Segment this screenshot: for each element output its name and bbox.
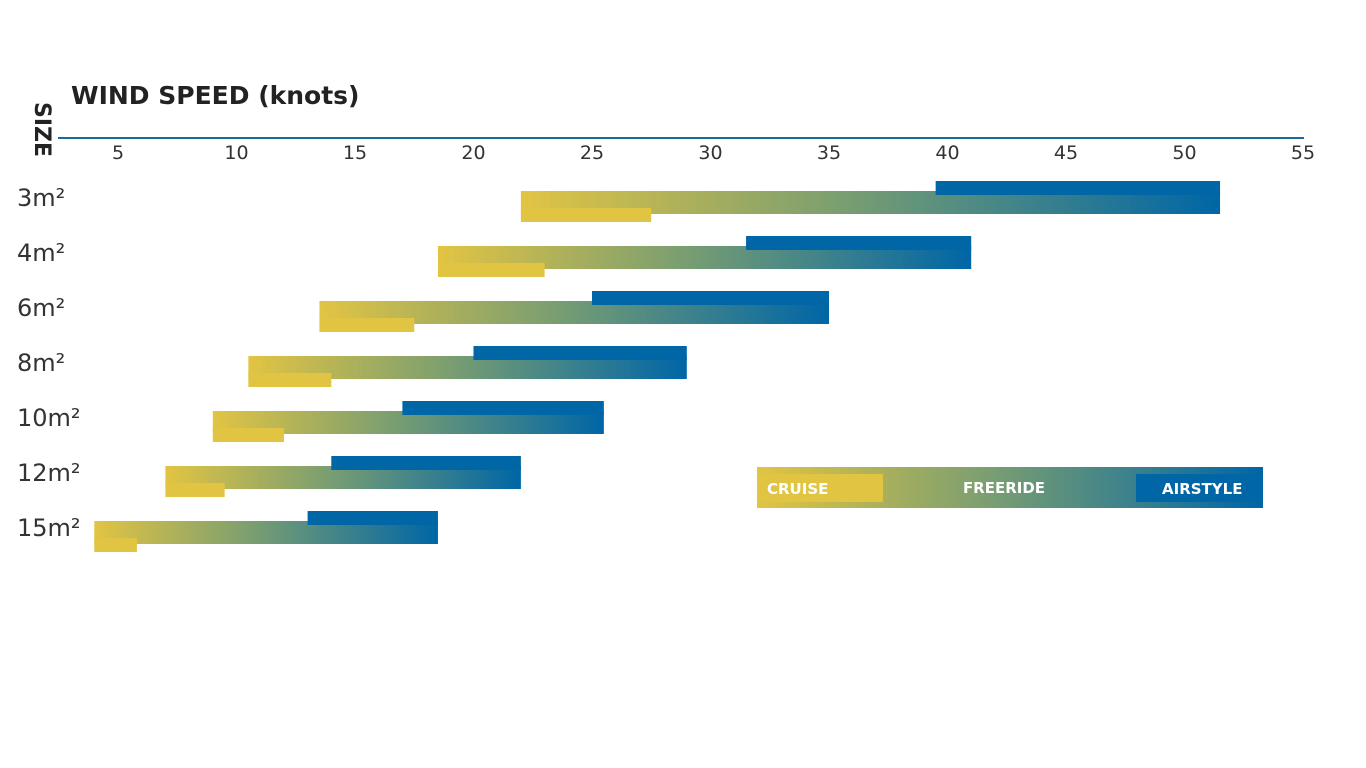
cruise-range-bar: [94, 538, 137, 552]
size-rows: 3m² 4m² 6m² 8m² 10m² 12m² 15m²: [17, 181, 1221, 552]
x-tick-label: 5: [112, 142, 124, 164]
freeride-range-bar: [248, 356, 687, 379]
airstyle-range-bar: [331, 456, 521, 470]
cruise-range-bar: [248, 373, 332, 387]
x-tick-label: 45: [1054, 142, 1078, 164]
x-axis-ticks: 5 10 15 20 25 30 35 40 45 50 55: [112, 142, 1315, 164]
size-label: 3m²: [17, 184, 65, 212]
legend-cruise-swatch: [757, 474, 883, 502]
freeride-range-bar: [212, 411, 604, 434]
airstyle-range-bar: [592, 291, 829, 305]
legend-airstyle-swatch: [1136, 474, 1263, 502]
cruise-range-bar: [520, 208, 652, 222]
airstyle-range-bar: [402, 401, 604, 415]
x-tick-label: 55: [1291, 142, 1315, 164]
freeride-range-bar: [94, 521, 438, 544]
size-label: 6m²: [17, 294, 65, 322]
cruise-range-bar: [165, 483, 225, 497]
x-tick-label: 10: [224, 142, 248, 164]
x-tick-label: 40: [935, 142, 959, 164]
legend-freeride-label: FREERIDE: [963, 479, 1045, 497]
freeride-range-bar: [520, 191, 1221, 214]
size-label: 15m²: [17, 514, 81, 542]
chart-title: WIND SPEED (knots): [71, 81, 359, 110]
size-label: 8m²: [17, 349, 65, 377]
legend-airstyle-label: AIRSTYLE: [1162, 480, 1242, 498]
airstyle-range-bar: [746, 236, 972, 250]
x-tick-label: 50: [1172, 142, 1196, 164]
size-axis-title: SIZE: [29, 102, 54, 157]
freeride-range-bar: [165, 466, 521, 489]
x-tick-label: 25: [580, 142, 604, 164]
airstyle-range-bar: [307, 511, 438, 525]
legend: CRUISE FREERIDE AIRSTYLE: [757, 467, 1263, 508]
cruise-range-bar: [212, 428, 284, 442]
airstyle-range-bar: [935, 181, 1221, 195]
x-tick-label: 30: [698, 142, 722, 164]
x-tick-label: 15: [343, 142, 367, 164]
freeride-range-bar: [319, 301, 829, 324]
x-tick-label: 35: [817, 142, 841, 164]
cruise-range-bar: [319, 318, 415, 332]
size-label: 4m²: [17, 239, 65, 267]
cruise-range-bar: [437, 263, 545, 277]
x-tick-label: 20: [461, 142, 485, 164]
airstyle-range-bar: [473, 346, 687, 360]
legend-cruise-label: CRUISE: [767, 480, 828, 498]
size-label: 10m²: [17, 404, 81, 432]
freeride-range-bar: [437, 246, 972, 269]
size-label: 12m²: [17, 459, 81, 487]
